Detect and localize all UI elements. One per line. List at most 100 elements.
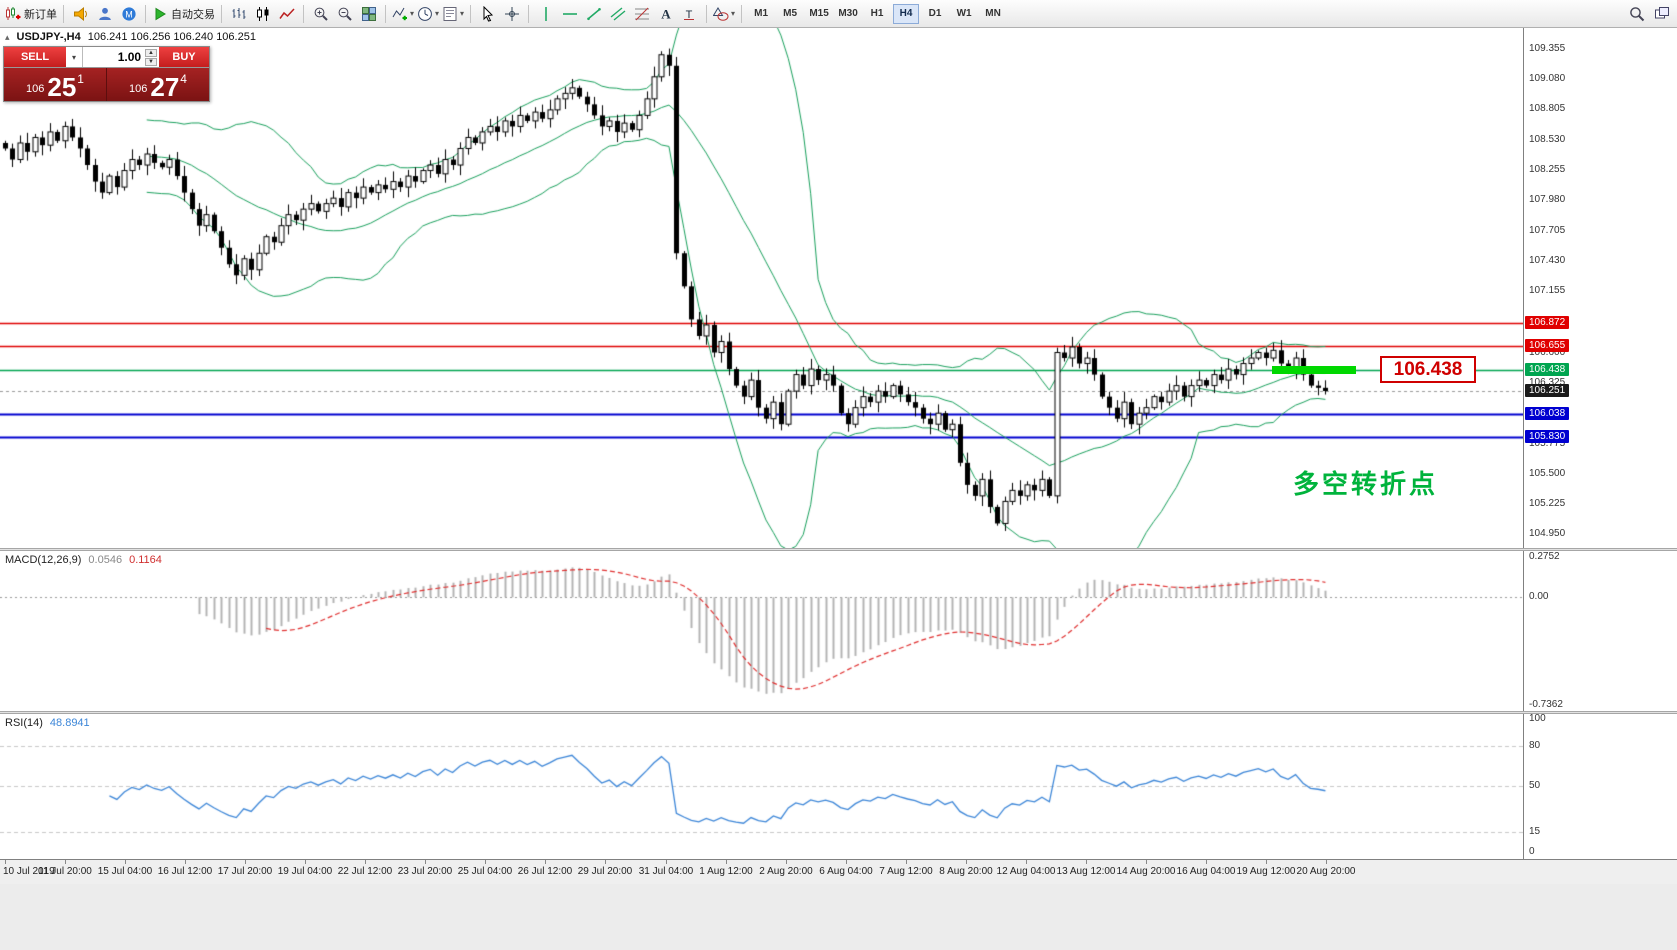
macd-name: MACD(12,26,9) <box>5 554 82 566</box>
fibonacci-icon <box>634 6 650 22</box>
timeframe-mn[interactable]: MN <box>980 4 1006 24</box>
horn-button[interactable] <box>69 3 92 25</box>
new-order-button[interactable]: 新订单 <box>4 3 58 25</box>
rsi-axis[interactable]: 100 80 50 15 0 <box>1523 714 1677 859</box>
bar-chart-button[interactable] <box>227 3 250 25</box>
toolbar-separator <box>63 4 64 23</box>
shapes-button[interactable]: ▾ <box>712 3 736 25</box>
shapes-icon <box>713 6 729 22</box>
svg-text:A: A <box>661 6 671 21</box>
panel-divider[interactable] <box>0 548 1677 551</box>
expert-advisor-button[interactable] <box>93 3 116 25</box>
panel-divider[interactable] <box>0 711 1677 714</box>
timeframe-h1[interactable]: H1 <box>864 4 890 24</box>
price-axis[interactable]: 109.355 109.080 108.805 108.530 108.255 107.9… <box>1523 28 1677 548</box>
text-label-button[interactable]: T <box>678 3 701 25</box>
autotrade-button[interactable]: 自动交易 <box>151 3 216 25</box>
svg-text:M: M <box>125 9 133 19</box>
time-axis-label: 25 Jul 04:00 <box>457 866 513 877</box>
one-click-expander-icon[interactable]: ▴ <box>5 31 10 42</box>
zoom-in-button[interactable] <box>309 3 332 25</box>
rsi-axis-tick: 80 <box>1529 739 1541 751</box>
timeframe-w1[interactable]: W1 <box>951 4 977 24</box>
price-callout[interactable]: 106.438 <box>1380 356 1476 384</box>
time-axis-tick <box>1206 860 1207 864</box>
timeframe-m30[interactable]: M30 <box>835 4 861 24</box>
time-axis-tick <box>846 860 847 864</box>
search-button[interactable] <box>1625 3 1648 25</box>
crosshair-button[interactable] <box>500 3 523 25</box>
fibonacci-button[interactable] <box>630 3 653 25</box>
toolbar-separator <box>706 4 708 23</box>
line-chart-button[interactable] <box>275 3 298 25</box>
time-axis-tick <box>545 860 546 864</box>
sell-price[interactable]: 106 25 1 <box>4 68 106 101</box>
time-axis-tick <box>1086 860 1087 864</box>
price-axis-tick: 108.530 <box>1529 133 1566 145</box>
expert-advisor-icon <box>97 6 113 22</box>
order-type-dropdown[interactable]: ▾ <box>66 47 83 67</box>
text-button[interactable]: A <box>654 3 677 25</box>
rsi-axis-tick: 100 <box>1529 714 1546 724</box>
price-axis-tick: 105.500 <box>1529 467 1566 479</box>
toolbar-separator <box>470 4 472 23</box>
text-icon: A <box>658 6 674 22</box>
time-axis-tick <box>1266 860 1267 864</box>
trendline-button[interactable] <box>582 3 605 25</box>
rsi-canvas[interactable] <box>0 714 1523 859</box>
chart-annotation[interactable]: 多空转折点 <box>1293 469 1439 499</box>
macd-axis[interactable]: 0.2752 0.00 -0.7362 <box>1523 551 1677 711</box>
text-label-icon: T <box>682 6 698 22</box>
time-axis-label: 7 Aug 12:00 <box>879 866 933 877</box>
macd-panel: MACD(12,26,9) 0.0546 0.1164 0.2752 0.00 -0.7… <box>0 551 1677 711</box>
timeframe-h4[interactable]: H4 <box>893 3 920 24</box>
chart-windows-button[interactable] <box>1650 3 1673 25</box>
timeframe-m5[interactable]: M5 <box>777 4 803 24</box>
time-axis[interactable]: 10 Jul 2019 11 Jul 20:00 15 Jul 04:00 16 Ju… <box>0 859 1677 884</box>
timeframe-m1[interactable]: M1 <box>748 4 774 24</box>
time-axis-label: 15 Jul 04:00 <box>97 866 153 877</box>
time-axis-tick <box>485 860 486 864</box>
timeframe-d1[interactable]: D1 <box>922 4 948 24</box>
price-chart-canvas[interactable] <box>0 28 1523 548</box>
channel-button[interactable] <box>606 3 629 25</box>
community-button[interactable]: M <box>117 3 140 25</box>
toolbar-separator <box>221 4 222 23</box>
chevron-down-icon: ▾ <box>460 9 465 18</box>
templates-button[interactable]: ▾ <box>441 3 465 25</box>
buy-price-sup: 4 <box>180 72 187 86</box>
candlestick-icon <box>255 6 271 22</box>
sell-price-big: 25 <box>47 72 77 102</box>
bottom-strip <box>0 884 1677 950</box>
volume-field[interactable]: 1.00 ▲ ▼ <box>83 47 159 67</box>
spinner-up-icon[interactable]: ▲ <box>145 48 157 57</box>
zoom-out-button[interactable] <box>333 3 356 25</box>
price-axis-tick: 105.225 <box>1529 498 1566 510</box>
spinner-down-icon[interactable]: ▼ <box>145 57 157 66</box>
highlight-segment[interactable] <box>1272 366 1356 375</box>
timeframe-m15[interactable]: M15 <box>806 4 832 24</box>
candlestick-button[interactable] <box>251 3 274 25</box>
macd-axis-tick: 0.2752 <box>1529 551 1560 562</box>
buy-price[interactable]: 106 27 4 <box>106 68 209 101</box>
timeframes-button[interactable]: ▾ <box>416 3 440 25</box>
buy-button[interactable]: BUY <box>159 47 209 67</box>
time-axis-label: 17 Jul 20:00 <box>217 866 273 877</box>
chevron-down-icon: ▾ <box>71 52 76 62</box>
trendline-icon <box>586 6 602 22</box>
volume-spinner[interactable]: ▲ ▼ <box>145 48 157 66</box>
time-axis-label: 6 Aug 04:00 <box>819 866 873 877</box>
cursor-button[interactable] <box>476 3 499 25</box>
macd-canvas[interactable] <box>0 551 1523 711</box>
price-axis-tick: 107.155 <box>1529 285 1566 297</box>
time-axis-label: 8 Aug 20:00 <box>939 866 993 877</box>
horizontal-line-button[interactable] <box>558 3 581 25</box>
vertical-line-button[interactable] <box>534 3 557 25</box>
time-axis-tick <box>365 860 366 864</box>
line-chart-icon <box>278 6 295 22</box>
tile-windows-button[interactable] <box>357 3 380 25</box>
time-axis-tick <box>786 860 787 864</box>
sell-button[interactable]: SELL <box>4 47 66 67</box>
indicators-button[interactable]: ▾ <box>391 3 415 25</box>
